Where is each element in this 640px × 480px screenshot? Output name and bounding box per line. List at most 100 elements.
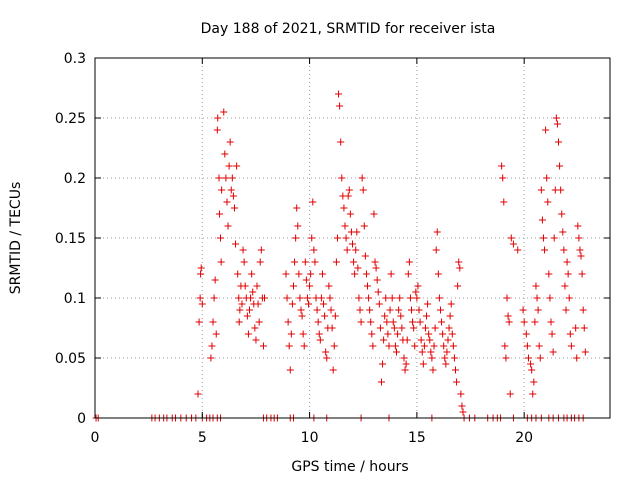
data-point — [547, 318, 555, 326]
data-point — [362, 270, 370, 278]
data-point — [336, 102, 344, 110]
data-point — [302, 276, 310, 284]
data-point — [419, 360, 427, 368]
data-point — [457, 390, 465, 398]
data-point — [198, 300, 206, 308]
data-point — [197, 264, 205, 272]
axis-ticks: 0 0.05 0.1 0.15 0.2 0.25 0.3 0 5 10 15 20 — [55, 51, 610, 446]
data-point — [309, 198, 317, 206]
data-point — [398, 324, 406, 332]
data-point — [308, 234, 316, 242]
data-point — [314, 318, 322, 326]
data-point — [326, 294, 334, 302]
data-point — [429, 366, 437, 374]
data-point — [553, 120, 561, 128]
data-point — [448, 330, 456, 338]
data-point — [315, 330, 323, 338]
data-point — [403, 336, 411, 344]
y-axis-label: SRMTID / TECUs — [8, 182, 24, 295]
data-point — [503, 294, 511, 302]
data-point — [420, 342, 428, 350]
data-point — [220, 108, 228, 116]
data-point — [555, 138, 562, 146]
x-tick-label: 15 — [408, 430, 426, 446]
data-point — [410, 324, 418, 332]
data-point — [316, 336, 324, 344]
data-point — [227, 186, 235, 194]
data-point — [577, 252, 585, 260]
data-point — [386, 306, 394, 314]
data-point — [418, 348, 426, 356]
data-point — [295, 270, 303, 278]
data-point — [307, 270, 315, 278]
data-point — [532, 282, 540, 290]
data-point — [224, 222, 232, 230]
data-point — [524, 354, 532, 362]
y-tick-label: 0.3 — [64, 51, 86, 67]
data-point — [317, 294, 325, 302]
data-point — [538, 216, 546, 224]
data-point — [574, 222, 582, 230]
data-point — [522, 330, 530, 338]
data-point — [235, 318, 243, 326]
data-point — [211, 276, 219, 284]
data-point — [447, 300, 455, 308]
data-point — [212, 330, 220, 338]
data-point — [370, 210, 378, 218]
data-point — [359, 186, 367, 194]
data-point — [397, 312, 405, 320]
data-point — [248, 270, 256, 278]
data-point — [301, 258, 309, 266]
data-point — [400, 354, 408, 362]
data-point — [225, 162, 233, 170]
data-point — [444, 336, 452, 344]
data-point — [217, 258, 225, 266]
data-point — [357, 318, 365, 326]
data-point — [344, 192, 352, 200]
data-point — [349, 240, 356, 248]
data-point — [210, 294, 218, 302]
data-point — [323, 354, 331, 362]
data-point — [289, 282, 297, 290]
y-tick-label: 0.2 — [64, 171, 86, 187]
data-point — [435, 294, 443, 302]
data-point — [507, 234, 515, 242]
data-point — [552, 114, 560, 122]
data-point — [546, 294, 554, 302]
data-point — [529, 390, 537, 398]
data-point — [369, 342, 377, 350]
data-point — [228, 174, 236, 182]
data-point — [428, 354, 436, 362]
data-point — [537, 186, 545, 194]
data-point — [442, 360, 450, 368]
data-point — [195, 318, 203, 326]
data-point — [455, 258, 463, 266]
x-tick-label: 20 — [515, 430, 533, 446]
data-point — [311, 258, 319, 266]
data-point — [559, 228, 567, 236]
data-point — [330, 342, 338, 350]
data-point — [345, 186, 353, 194]
data-point — [209, 318, 217, 326]
data-point — [305, 300, 313, 308]
data-point — [213, 126, 221, 134]
data-point — [394, 330, 402, 338]
data-point — [519, 306, 527, 314]
data-point — [282, 270, 290, 278]
data-point — [415, 306, 423, 314]
data-point — [456, 264, 464, 272]
data-point — [230, 204, 238, 212]
data-point — [322, 348, 330, 356]
data-point — [423, 312, 431, 320]
data-point — [436, 306, 444, 314]
data-point — [318, 270, 326, 278]
data-point — [550, 234, 558, 242]
data-point — [379, 360, 387, 368]
data-point — [251, 324, 259, 332]
data-point — [523, 342, 531, 350]
data-point — [207, 354, 215, 362]
data-point — [452, 366, 459, 374]
data-point — [365, 294, 373, 302]
data-point — [562, 306, 570, 314]
